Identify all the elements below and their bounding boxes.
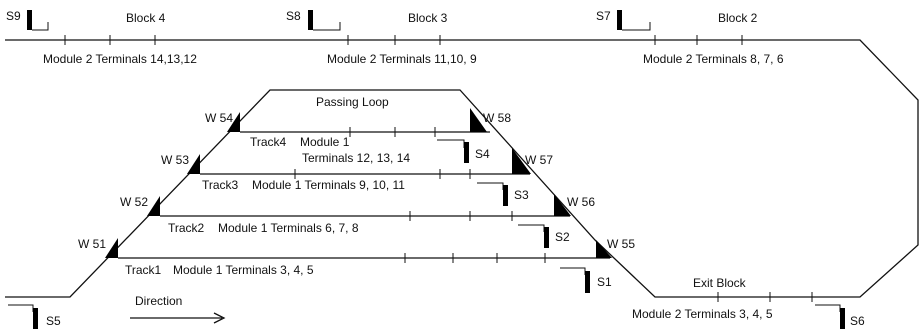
- direction-arrow-icon: [130, 312, 226, 324]
- track4-label: Track4: [250, 135, 287, 149]
- switch-label-w52: W 52: [120, 195, 148, 209]
- track2-label: Track2: [168, 221, 205, 235]
- exit-block-terminals: Module 2 Terminals 3, 4, 5: [632, 307, 773, 321]
- signal-label-s9: S9: [6, 9, 21, 23]
- switch-label-w51: W 51: [78, 237, 106, 251]
- block2-terminals: Module 2 Terminals 8, 7, 6: [643, 52, 784, 66]
- signal-label-s4: S4: [475, 147, 490, 161]
- direction-label: Direction: [135, 294, 182, 308]
- switch-w57-wedge: [512, 148, 531, 174]
- signal-s1: [560, 267, 590, 293]
- switch-w54-wedge: [227, 112, 240, 132]
- signal-label-s2: S2: [555, 230, 570, 244]
- block4-label: Block 4: [126, 11, 166, 25]
- signal-s6: [815, 304, 845, 329]
- signal-label-s1: S1: [597, 275, 612, 289]
- track1-terminals: Module 1 Terminals 3, 4, 5: [173, 263, 314, 277]
- track3-terminals: Module 1 Terminals 9, 10, 11: [252, 178, 405, 192]
- switch-w55-wedge: [596, 240, 612, 258]
- track1-label: Track1: [125, 263, 162, 277]
- signal-s8: [308, 10, 341, 31]
- switch-w58-wedge: [470, 108, 487, 132]
- switch-w52-wedge: [147, 196, 160, 216]
- switch-w53-wedge: [187, 154, 200, 174]
- switch-label-w55: W 55: [607, 237, 635, 251]
- switch-label-w58: W 58: [483, 111, 511, 125]
- main-line-track: [5, 39, 919, 298]
- block3-label: Block 3: [408, 11, 448, 25]
- signal-label-s6: S6: [850, 314, 865, 328]
- block4-terminals: Module 2 Terminals 14,13,12: [43, 52, 197, 66]
- exit-line-ticks: [717, 292, 813, 302]
- loop-track-ticks: [294, 127, 546, 263]
- switch-label-w54: W 54: [205, 111, 233, 125]
- passing-loop-label: Passing Loop: [316, 95, 389, 109]
- signal-label-s5: S5: [46, 314, 61, 328]
- exit-block-label: Exit Block: [693, 276, 747, 290]
- signal-s3: [477, 182, 508, 206]
- signal-s7: [617, 10, 651, 31]
- switch-w56-wedge: [554, 194, 571, 216]
- switch-w51-wedge: [105, 238, 118, 258]
- top-line-ticks: [64, 35, 743, 45]
- signal-label-s8: S8: [286, 9, 301, 23]
- block3-terminals: Module 2 Terminals 11,10, 9: [327, 52, 477, 66]
- signal-label-s3: S3: [514, 188, 529, 202]
- signal-label-s7: S7: [596, 9, 611, 23]
- signal-s4: [437, 139, 469, 163]
- block2-label: Block 2: [718, 11, 758, 25]
- track4-module: Module 1: [300, 135, 350, 149]
- switch-label-w57: W 57: [525, 153, 553, 167]
- signal-s5: [8, 304, 38, 329]
- signal-s9: [27, 10, 49, 31]
- signal-s2: [518, 224, 549, 248]
- track2-terminals: Module 1 Terminals 6, 7, 8: [218, 221, 359, 235]
- track4-terminals: Terminals 12, 13, 14: [302, 151, 410, 165]
- switch-label-w56: W 56: [567, 195, 595, 209]
- track3-label: Track3: [202, 178, 239, 192]
- switch-label-w53: W 53: [161, 153, 189, 167]
